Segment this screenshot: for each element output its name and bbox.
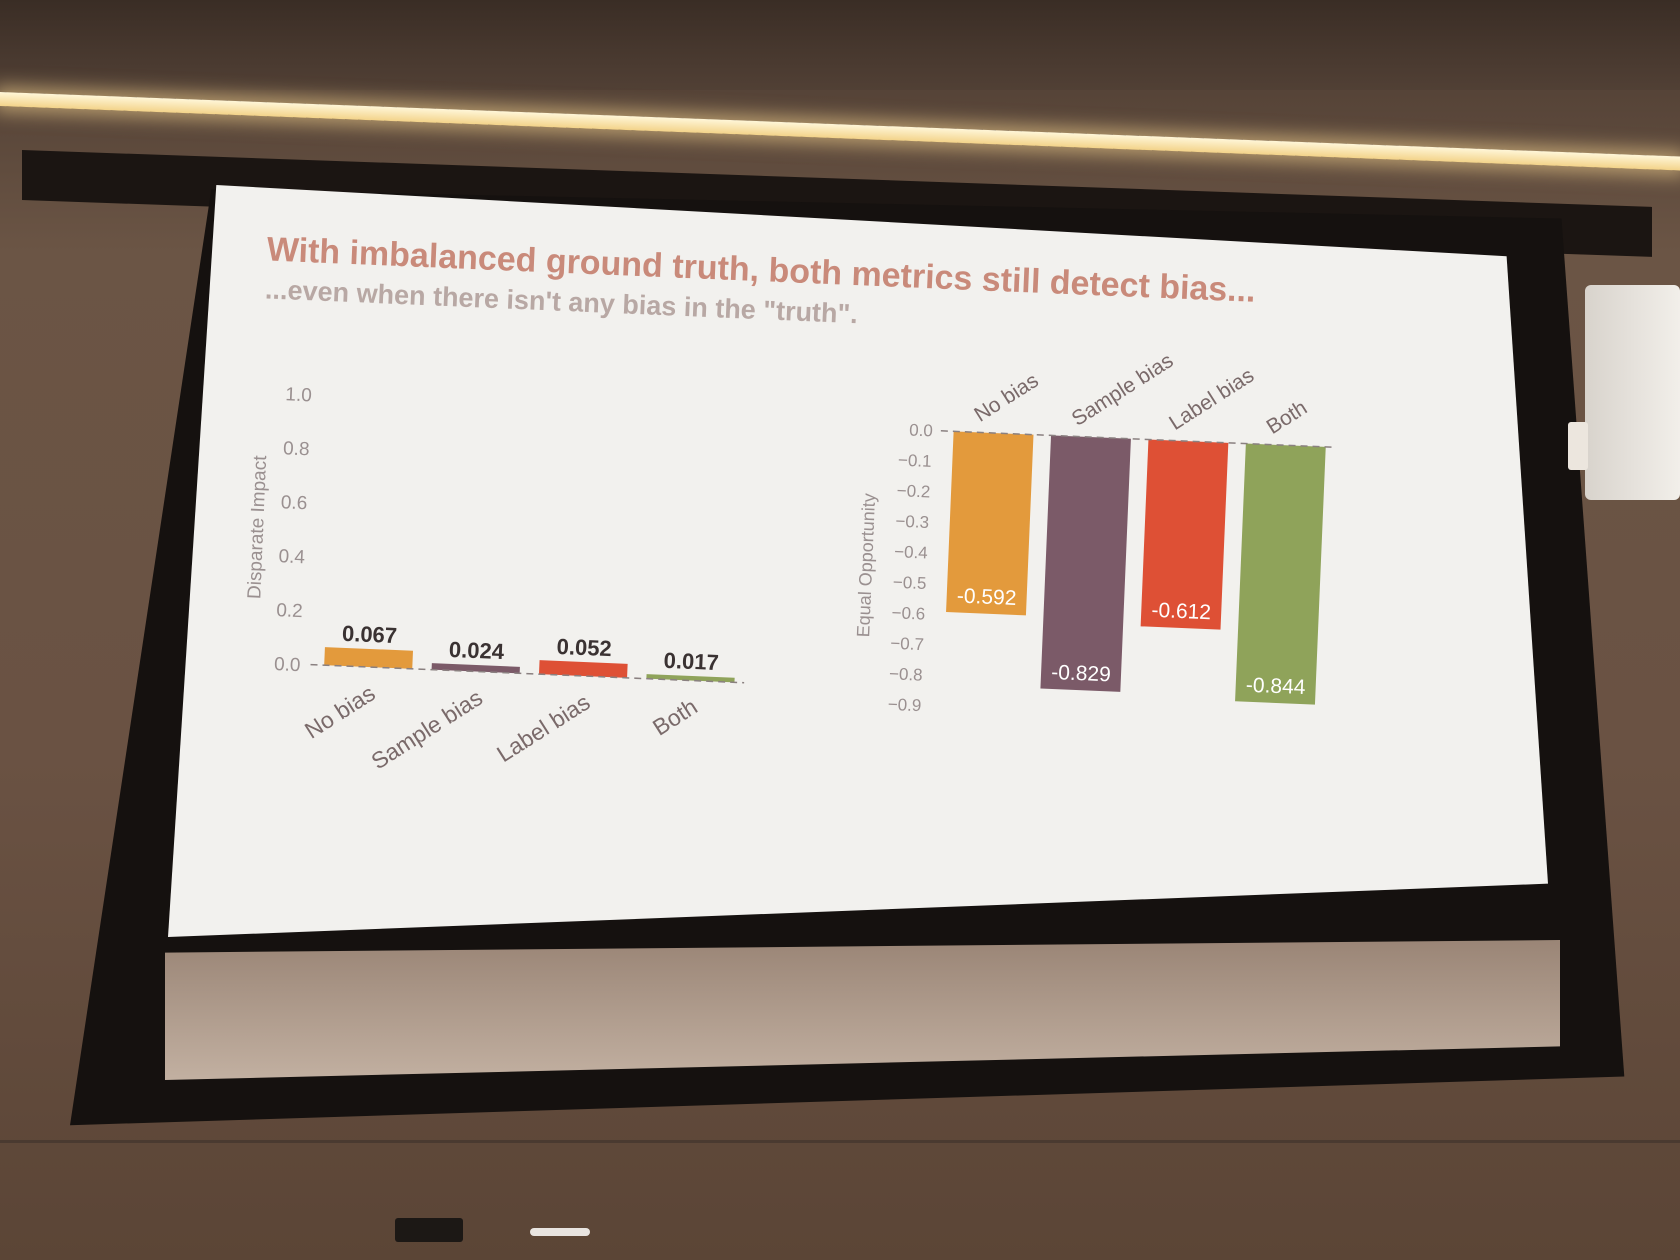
data-label-both: 0.017 — [663, 648, 719, 675]
x-tick-label: Label bias — [492, 689, 594, 767]
y-tick-label: −0.7 — [890, 634, 924, 654]
whiteboard-marker — [530, 1228, 590, 1236]
wall-outlet — [1568, 422, 1588, 470]
ceiling — [0, 0, 1680, 90]
data-label-no-bias: 0.067 — [342, 621, 398, 648]
zero-baseline — [310, 663, 745, 684]
data-label-both: -0.844 — [1245, 674, 1306, 699]
whiteboard-eraser — [395, 1218, 463, 1242]
bar-sample-bias — [431, 663, 520, 674]
bar-label-bias — [538, 660, 628, 678]
whiteboard-edge — [0, 1140, 1680, 1143]
y-tick-label: 0.8 — [283, 438, 310, 460]
y-tick-label: 0.6 — [280, 492, 307, 514]
data-label-sample-bias: 0.024 — [448, 637, 505, 664]
x-tick-label: Sample bias — [366, 684, 487, 774]
y-axis-label: Disparate Impact — [244, 454, 271, 599]
data-label-no-bias: -0.592 — [956, 584, 1016, 609]
y-tick-label: 0.0 — [909, 420, 933, 440]
x-tick-label: Label bias — [1165, 364, 1258, 435]
wall-speaker — [1585, 285, 1680, 500]
y-tick-label: −0.5 — [893, 573, 927, 593]
y-axis-label: Equal Opportunity — [853, 493, 879, 638]
y-tick-label: 1.0 — [285, 384, 312, 406]
y-tick-label: −0.8 — [889, 664, 923, 684]
data-label-label-bias: -0.612 — [1151, 599, 1211, 624]
y-tick-label: 0.2 — [276, 600, 303, 622]
y-tick-label: −0.6 — [891, 603, 925, 623]
y-tick-label: −0.9 — [887, 695, 921, 715]
data-label-label-bias: 0.052 — [556, 634, 612, 661]
equal-opportunity-chart: Equal Opportunity 0.0 −0.1 −0.2 −0.3 −0.4 −0.5… — [853, 349, 1335, 715]
zero-baseline — [940, 430, 1335, 449]
bar-label-bias — [1140, 439, 1229, 630]
slide: With imbalanced ground truth, both metri… — [231, 222, 1537, 915]
y-tick-label: 0.0 — [274, 654, 301, 676]
bar-both — [1235, 443, 1326, 705]
x-tick-label: Sample bias — [1068, 349, 1178, 431]
disparate-impact-chart: Disparate Impact 0.0 0.2 0.4 0.6 0.8 1.0 0.067 N… — [244, 384, 745, 774]
x-tick-label: Both — [648, 693, 702, 740]
y-tick-label: −0.1 — [898, 451, 932, 471]
bar-both — [646, 674, 735, 683]
bar-sample-bias — [1040, 435, 1131, 692]
y-tick-label: −0.2 — [896, 481, 930, 501]
y-tick-label: −0.4 — [894, 542, 928, 562]
bar-no-bias — [324, 647, 414, 669]
x-tick-label: No bias — [970, 369, 1042, 427]
y-tick-label: 0.4 — [278, 546, 306, 568]
x-tick-label: No bias — [300, 680, 380, 744]
y-tick-label: −0.3 — [895, 512, 929, 532]
data-label-sample-bias: -0.829 — [1051, 661, 1111, 686]
x-tick-label: Both — [1263, 396, 1312, 439]
bar-no-bias — [946, 431, 1034, 616]
